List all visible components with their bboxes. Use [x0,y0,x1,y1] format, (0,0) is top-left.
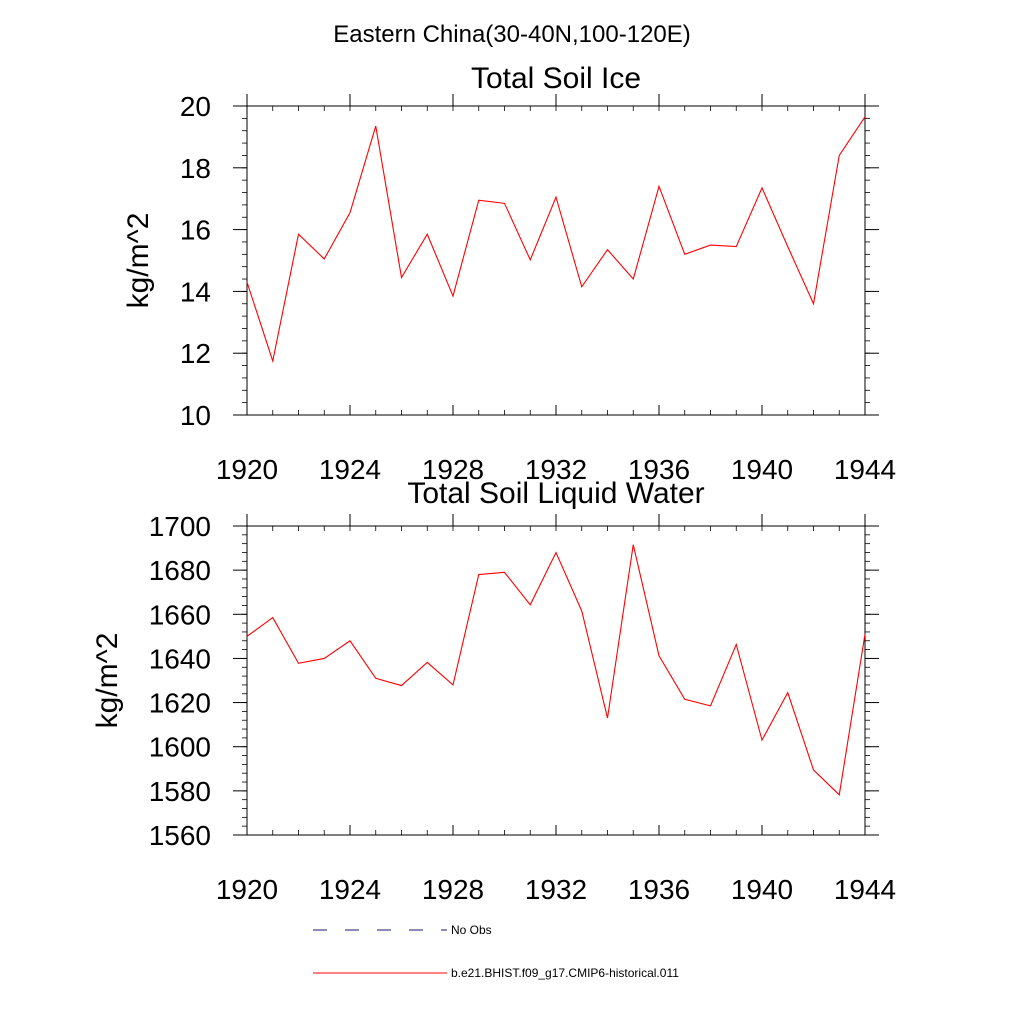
y-tick-label: 14 [180,276,211,307]
y-tick-label: 1640 [149,643,211,674]
panel-title: Total Soil Liquid Water [407,477,704,510]
x-tick-label: 1932 [525,454,587,485]
legend-item-historical-011: b.e21.BHIST.f09_g17.CMIP6-historical.011 [313,966,679,980]
x-tick-label: 1944 [834,874,896,905]
x-tick-label: 1940 [731,874,793,905]
x-tick-label: 1924 [319,874,381,905]
x-tick-label: 1920 [216,454,278,485]
plot-frame [246,525,866,836]
x-tick-label: 1928 [422,874,484,905]
series-line [246,116,866,364]
x-tick-label: 1936 [628,874,690,905]
x-tick-label: 1920 [216,874,278,905]
y-tick-label: 20 [180,91,211,122]
legend: No Obs b.e21.BHIST.f09_g17.CMIP6-histori… [313,923,679,980]
x-tick-label: 1936 [628,454,690,485]
y-tick-label: 1620 [149,688,211,719]
y-tick-label: 18 [180,153,211,184]
chart-panel-total-soil-liquid-water: Total Soil Liquid Water 1920 1924 1928 1932 1… [91,477,896,905]
series-line [246,544,866,796]
x-tick-label: 1924 [319,454,381,485]
x-tick-label: 1944 [834,454,896,485]
legend-label-no-obs: No Obs [451,923,492,937]
figure-title: Eastern China(30-40N,100-120E) [333,21,691,48]
y-tick-label: 1600 [149,732,211,763]
x-tick-label: 1928 [422,454,484,485]
y-tick-label: 16 [180,215,211,246]
y-tick-label: 1700 [149,511,211,542]
y-tick-label: 1560 [149,820,211,851]
y-tick-label: 1680 [149,555,211,586]
x-tick-label: 1940 [731,454,793,485]
legend-item-no-obs: No Obs [313,923,492,937]
panel-title: Total Soil Ice [471,62,641,95]
y-axis-label: kg/m^2 [122,213,155,309]
legend-label-historical-011: b.e21.BHIST.f09_g17.CMIP6-historical.011 [451,966,679,980]
y-tick-label: 1660 [149,599,211,630]
chart-panel-total-soil-ice: Total Soil Ice 1920 1924 1928 1932 1936 1940 19… [122,62,896,485]
plot-frame [246,105,866,416]
y-tick-label: 10 [180,400,211,431]
y-tick-label: 12 [180,338,211,369]
x-tick-label: 1932 [525,874,587,905]
y-tick-label: 1580 [149,776,211,807]
y-axis-label: kg/m^2 [91,633,124,729]
